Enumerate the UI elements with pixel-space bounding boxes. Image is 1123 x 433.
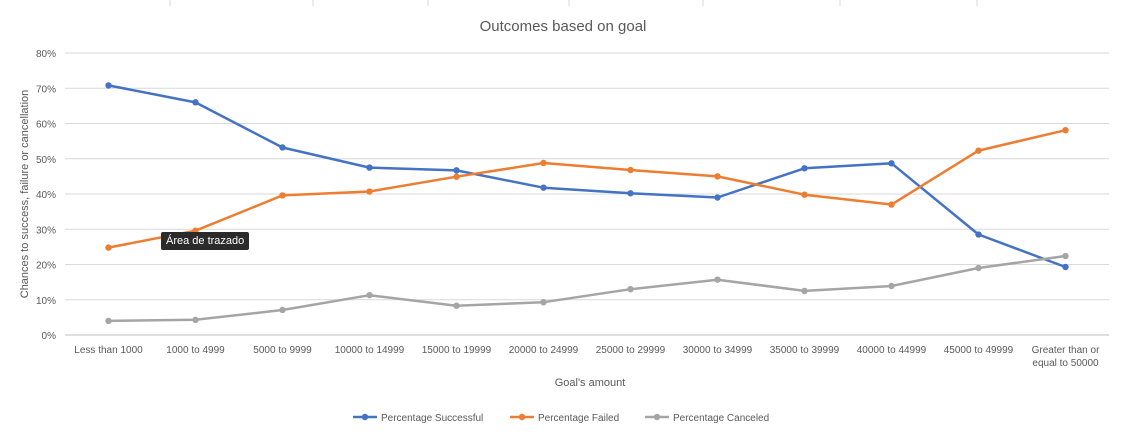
data-point	[540, 299, 547, 306]
data-point	[888, 282, 895, 290]
data-point	[105, 82, 112, 89]
x-tick-label: Less than 1000	[74, 345, 143, 356]
x-axis-title: Goal's amount	[555, 377, 626, 389]
y-tick-label: 50%	[36, 155, 56, 166]
data-point	[888, 160, 895, 167]
x-tick-label: 5000 to 9999	[253, 345, 312, 356]
x-tick-label: 20000 to 24999	[509, 345, 579, 356]
data-point	[627, 190, 634, 197]
series-percentage-canceled	[105, 252, 1069, 325]
x-tick-label: 1000 to 4999	[166, 345, 225, 356]
legend-marker	[518, 413, 526, 421]
data-point	[714, 194, 721, 201]
y-tick-label: 0%	[42, 331, 57, 342]
data-point	[975, 231, 982, 238]
x-tick-label: 40000 to 44999	[857, 345, 927, 356]
y-tick-label: 20%	[36, 261, 56, 272]
series-line	[108, 84, 1066, 269]
x-tick-label: Greater than or equal to 50000	[1032, 345, 1100, 369]
x-tick-label: 25000 to 29999	[596, 345, 666, 356]
data-point	[279, 306, 286, 314]
y-tick-label: 10%	[36, 296, 56, 307]
legend-marker	[361, 413, 369, 421]
x-tick-label: 35000 to 39999	[770, 345, 840, 356]
data-point	[1062, 263, 1069, 271]
y-tick-label: 40%	[36, 190, 56, 201]
data-point	[279, 192, 286, 199]
data-point	[888, 201, 895, 208]
y-axis-title: Chances to success, failure or cancellat…	[19, 90, 31, 299]
legend-item: Percentage Successful	[353, 413, 483, 424]
legend-marker	[653, 413, 661, 421]
y-tick-label: 60%	[36, 120, 56, 131]
y-tick-label: 30%	[36, 225, 56, 236]
data-point	[192, 99, 199, 106]
x-tick-label: 15000 to 19999	[422, 345, 492, 356]
legend-label: Percentage Successful	[381, 413, 483, 424]
y-tick-label: 80%	[36, 49, 56, 60]
data-point	[1062, 252, 1069, 260]
legend-item: Percentage Failed	[510, 413, 619, 424]
x-tick-label: 45000 to 49999	[944, 345, 1014, 356]
data-point	[105, 317, 112, 325]
series-percentage-failed	[105, 126, 1069, 251]
data-point	[453, 302, 460, 309]
legend: Percentage Successful Percentage Failed Pe…	[353, 413, 769, 424]
data-point	[801, 165, 808, 172]
series-percentage-successful	[105, 82, 1069, 271]
data-point	[975, 264, 982, 272]
gridlines	[65, 52, 1109, 336]
series-line	[108, 254, 1066, 323]
data-point	[975, 147, 982, 154]
data-point	[1062, 126, 1069, 134]
data-point	[366, 291, 373, 299]
plot-area[interactable]: 0% 10% 20% 30% 40% 50% 60% 70% 80% Less than 100…	[36, 49, 1109, 369]
data-point	[627, 285, 634, 293]
data-point	[453, 173, 460, 180]
y-axis: 0% 10% 20% 30% 40% 50% 60% 70% 80%	[36, 49, 56, 342]
data-point	[366, 164, 373, 171]
data-point	[801, 287, 808, 295]
x-tick-label: 10000 to 14999	[335, 345, 405, 356]
series-layer	[105, 82, 1069, 325]
data-point	[453, 167, 460, 174]
legend-item: Percentage Canceled	[645, 413, 769, 424]
x-tick-label: 30000 to 34999	[683, 345, 753, 356]
data-point	[801, 191, 808, 198]
data-point	[540, 159, 547, 167]
data-point	[192, 316, 199, 324]
legend-label: Percentage Failed	[538, 413, 619, 424]
data-point	[714, 276, 721, 283]
data-point	[105, 244, 112, 251]
chart-title: Outcomes based on goal	[480, 18, 647, 35]
data-point	[540, 184, 547, 191]
y-tick-label: 70%	[36, 84, 56, 95]
series-line	[108, 128, 1066, 249]
data-point	[627, 166, 634, 174]
sheet-gridlines	[169, 0, 978, 6]
data-point	[279, 144, 286, 151]
legend-label: Percentage Canceled	[673, 413, 769, 424]
tooltip: Área de trazado	[161, 232, 250, 250]
data-point	[714, 173, 721, 180]
data-point	[366, 188, 373, 195]
x-axis: Less than 1000 1000 to 4999 5000 to 9999 10…	[74, 345, 1100, 369]
